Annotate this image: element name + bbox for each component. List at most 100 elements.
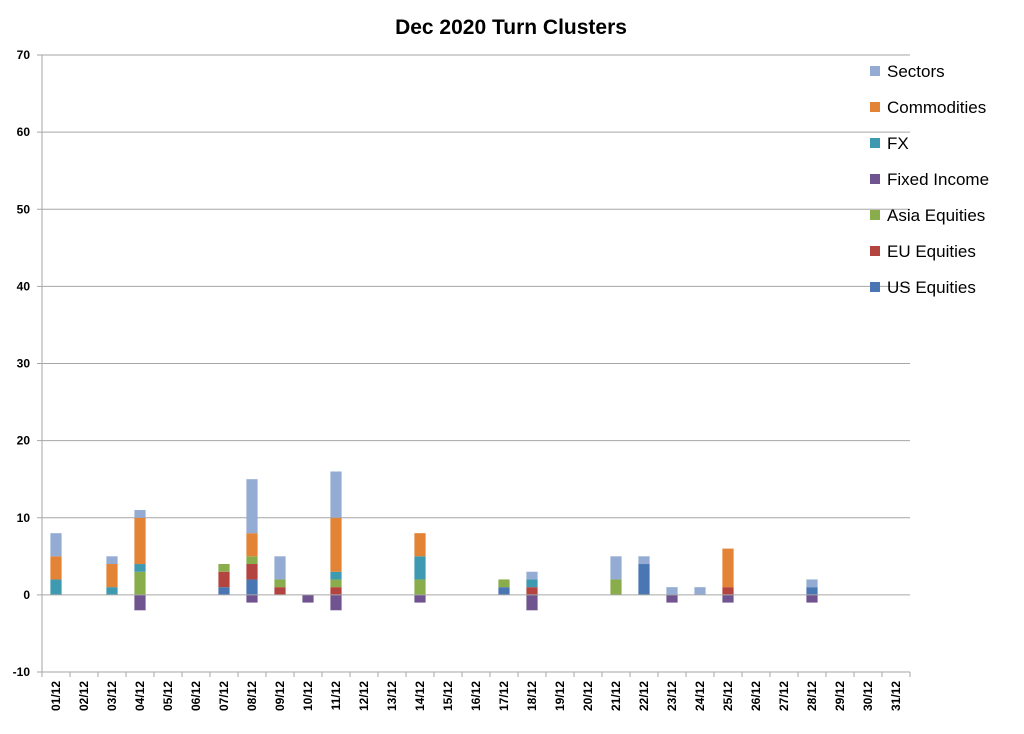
bar-segment [414, 533, 426, 557]
x-tick-label: 18/12 [525, 681, 539, 711]
legend-swatch [870, 66, 880, 76]
bars [50, 471, 818, 611]
x-tick-label: 29/12 [833, 681, 847, 711]
bar-segment [50, 533, 62, 557]
bar-segment [638, 556, 650, 565]
bar-segment [274, 587, 286, 595]
x-tick-label: 08/12 [245, 681, 259, 711]
bar-segment [414, 556, 426, 580]
bar-segment [246, 479, 258, 534]
x-tick-label: 20/12 [581, 681, 595, 711]
bar-segment [218, 587, 230, 595]
bar-segment [134, 564, 146, 572]
legend-swatch [870, 174, 880, 184]
x-axis-ticks: 01/12 02/12 03/12 04/12 05/12 06/12 07/12 08/12… [49, 681, 903, 711]
bar-segment [50, 579, 62, 595]
bar-segment [610, 556, 622, 580]
x-tick-label: 30/12 [861, 681, 875, 711]
bar-segment [106, 556, 118, 565]
legend-swatch [870, 138, 880, 148]
legend-swatch [870, 282, 880, 292]
bar-segment [218, 564, 230, 572]
x-tick-label: 26/12 [749, 681, 763, 711]
bar-segment [610, 579, 622, 595]
y-tick-label: 60 [17, 125, 31, 139]
axes [37, 54, 911, 677]
x-tick-label: 04/12 [133, 681, 147, 711]
legend-swatch [870, 246, 880, 256]
legend-label: FX [887, 134, 909, 153]
bar-segment [134, 517, 146, 565]
bar-segment [134, 594, 146, 611]
x-tick-label: 31/12 [889, 681, 903, 711]
x-tick-label: 22/12 [637, 681, 651, 711]
x-tick-label: 12/12 [357, 681, 371, 711]
x-tick-label: 07/12 [217, 681, 231, 711]
y-tick-label: 50 [17, 202, 31, 216]
y-tick-label: 0 [23, 588, 30, 602]
bar-segment [106, 587, 118, 595]
x-tick-label: 23/12 [665, 681, 679, 711]
bar-segment [526, 587, 538, 595]
y-tick-label: 30 [17, 357, 31, 371]
bar-segment [414, 594, 426, 603]
bar-segment [722, 594, 734, 603]
bar-segment [330, 471, 342, 518]
bar-segment [526, 571, 538, 580]
y-tick-label: 20 [17, 434, 31, 448]
y-tick-label: 40 [17, 279, 31, 293]
bar-segment [274, 579, 286, 588]
bar-segment [666, 594, 678, 603]
bar-segment [806, 579, 818, 588]
x-tick-label: 11/12 [329, 681, 343, 711]
y-tick-label: 10 [17, 511, 31, 525]
legend-swatch [870, 210, 880, 220]
x-tick-label: 19/12 [553, 681, 567, 711]
x-tick-label: 14/12 [413, 681, 427, 711]
x-tick-label: 03/12 [105, 681, 119, 711]
bar-segment [526, 594, 538, 611]
legend-label: Commodities [887, 98, 986, 117]
y-axis-ticks: -10 0 10 20 30 40 50 60 70 [13, 48, 31, 679]
x-tick-label: 27/12 [777, 681, 791, 711]
legend-label: Asia Equities [887, 206, 985, 225]
chart-title: Dec 2020 Turn Clusters [395, 16, 627, 39]
legend: Sectors Commodities FX Fixed Income Asia Equ… [870, 62, 989, 297]
legend-label: Fixed Income [887, 170, 989, 189]
bar-segment [246, 594, 258, 603]
bar-segment [806, 594, 818, 603]
x-tick-label: 21/12 [609, 681, 623, 711]
y-tick-label: -10 [13, 665, 31, 679]
bar-segment [330, 587, 342, 595]
x-tick-label: 09/12 [273, 681, 287, 711]
x-tick-label: 28/12 [805, 681, 819, 711]
x-tick-label: 25/12 [721, 681, 735, 711]
legend-label: EU Equities [887, 242, 976, 261]
x-tick-label: 17/12 [497, 681, 511, 711]
y-tick-label: 70 [17, 48, 31, 62]
bar-segment [106, 564, 118, 588]
bar-segment [694, 587, 706, 595]
bar-segment [498, 579, 510, 588]
legend-label: Sectors [887, 62, 945, 81]
x-tick-label: 06/12 [189, 681, 203, 711]
bar-segment [330, 594, 342, 611]
bar-segment [246, 564, 258, 580]
x-tick-label: 01/12 [49, 681, 63, 711]
x-tick-label: 16/12 [469, 681, 483, 711]
x-tick-label: 15/12 [441, 681, 455, 711]
x-tick-label: 13/12 [385, 681, 399, 711]
gridlines [42, 54, 910, 673]
x-tick-label: 02/12 [77, 681, 91, 711]
bar-segment [498, 587, 510, 595]
bar-segment [666, 587, 678, 595]
bar-segment [330, 517, 342, 572]
bar-segment [134, 510, 146, 518]
bar-segment [246, 556, 258, 565]
bar-segment [330, 579, 342, 588]
bar-segment [50, 556, 62, 580]
bar-segment [246, 579, 258, 595]
bar-segment [302, 594, 314, 603]
legend-swatch [870, 102, 880, 112]
